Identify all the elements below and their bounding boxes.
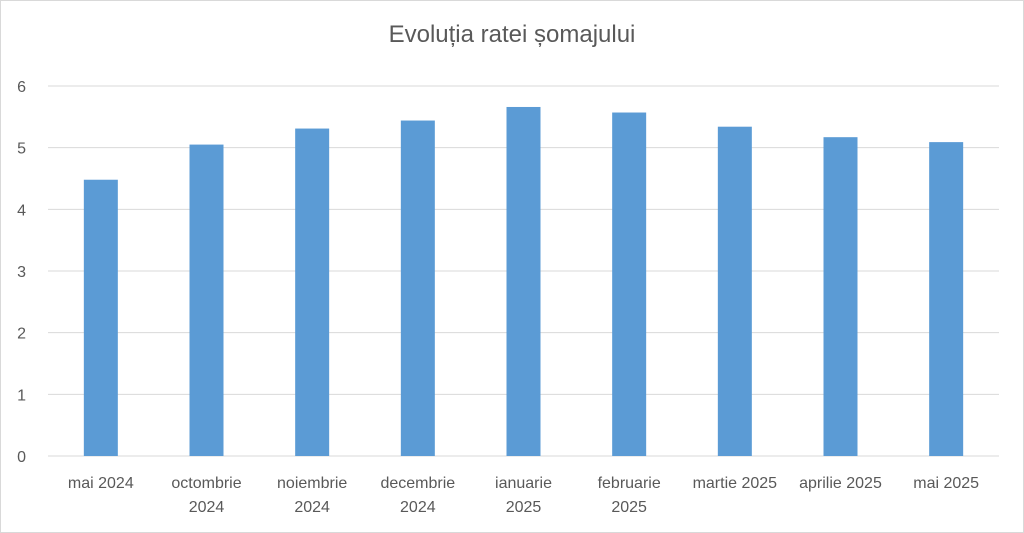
- bar: [400, 120, 435, 457]
- bar: [823, 137, 858, 456]
- bar: [506, 106, 541, 456]
- y-tick-label: 0: [17, 449, 26, 466]
- bar: [189, 144, 224, 457]
- y-tick-label: 6: [17, 79, 26, 96]
- bar: [83, 179, 118, 456]
- bar: [717, 126, 752, 456]
- x-category-label: mai 2024: [68, 475, 134, 492]
- x-category-label: mai 2025: [913, 475, 979, 492]
- y-axis-ticks: 0 1 2 3 4 5 6: [17, 79, 26, 466]
- x-axis-labels: mai 2024 octombrie 2024 noiembrie 2024 decemb…: [68, 475, 979, 516]
- y-tick-label: 2: [17, 326, 26, 343]
- y-tick-label: 3: [17, 264, 26, 281]
- chart-title: Evoluția ratei șomajului: [388, 21, 636, 48]
- x-category-label: februarie 2025: [598, 475, 661, 516]
- x-category-label: noiembrie 2024: [277, 475, 347, 516]
- x-category-label: martie 2025: [693, 475, 778, 492]
- bar: [612, 112, 647, 457]
- bar: [929, 142, 964, 456]
- x-category-label: octombrie 2024: [171, 475, 241, 516]
- y-tick-label: 5: [17, 141, 26, 158]
- x-category-label: ianuarie 2025: [495, 475, 552, 516]
- x-category-label: aprilie 2025: [799, 475, 882, 492]
- y-tick-label: 4: [17, 202, 26, 219]
- y-tick-label: 1: [17, 387, 26, 404]
- bar: [295, 128, 330, 457]
- x-category-label: decembrie 2024: [380, 475, 455, 516]
- bars: [83, 106, 964, 457]
